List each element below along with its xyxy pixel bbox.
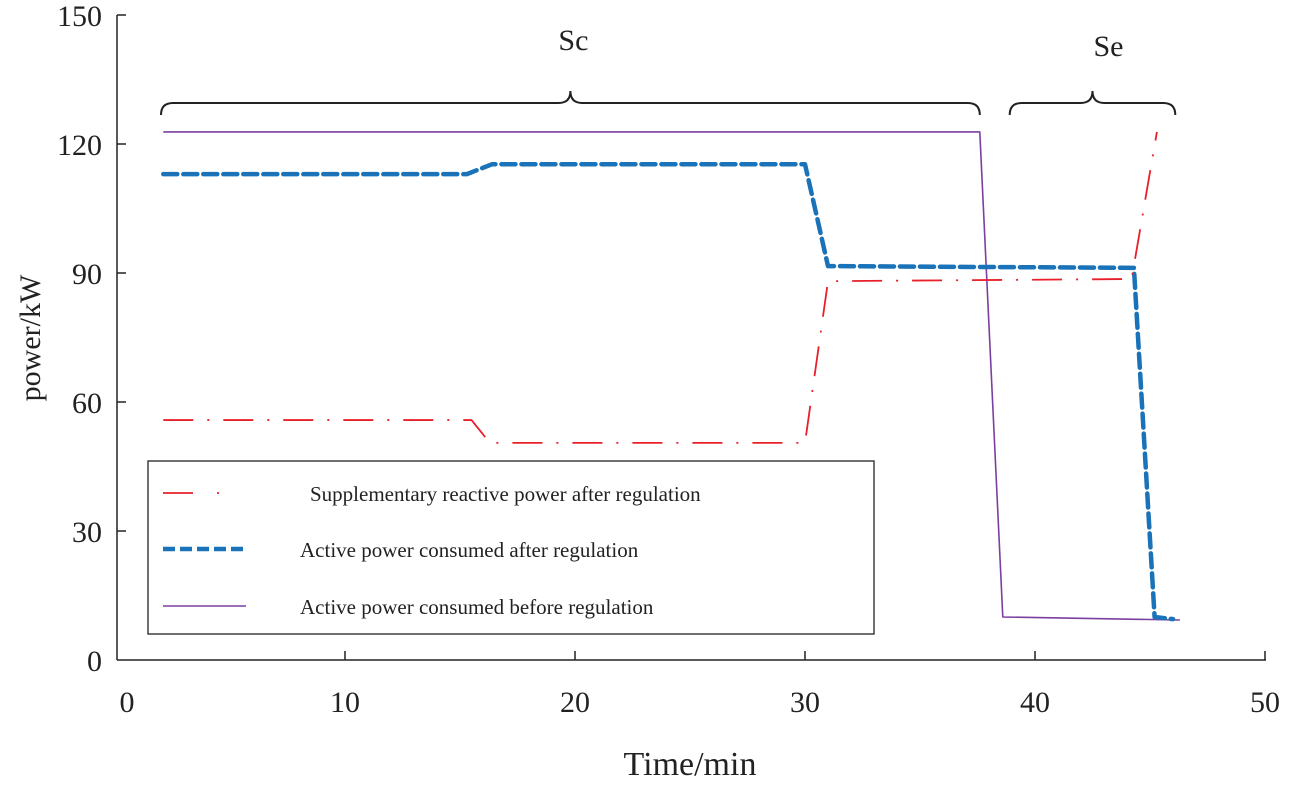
x-tick-label: 0 [120, 686, 135, 719]
legend-box [147, 460, 875, 635]
x-tick-label: 10 [330, 686, 360, 719]
y-axis-label: power/kW [14, 274, 47, 401]
x-axis-label: Time/min [624, 746, 757, 783]
brace-se [1008, 90, 1177, 116]
y-tick-label: 0 [87, 645, 102, 678]
x-tick-label: 30 [790, 686, 820, 719]
y-tick-label: 30 [72, 516, 102, 549]
x-tick-label: 50 [1250, 686, 1280, 719]
y-tick-label: 90 [72, 258, 102, 291]
y-tick-label: 150 [57, 0, 102, 33]
series-line-1 [163, 131, 1158, 444]
x-tick-label: 20 [560, 686, 590, 719]
legend-label-3: Active power consumed before regulation [300, 595, 654, 619]
series-line-3 [163, 131, 1180, 621]
brace-label: Se [1094, 30, 1124, 63]
x-tick-label: 40 [1020, 686, 1050, 719]
brace-label: Sc [558, 24, 588, 57]
axes [116, 15, 1266, 661]
brace-sc [160, 90, 981, 116]
y-tick-label: 120 [57, 129, 102, 162]
y-tick-label: 60 [72, 387, 102, 420]
legend-label-2: Active power consumed after regulation [300, 538, 639, 562]
series-line-2 [161, 161, 1176, 622]
legend-label-1: Supplementary reactive power after regul… [310, 482, 701, 506]
legend: Supplementary reactive power after regul… [147, 460, 875, 635]
